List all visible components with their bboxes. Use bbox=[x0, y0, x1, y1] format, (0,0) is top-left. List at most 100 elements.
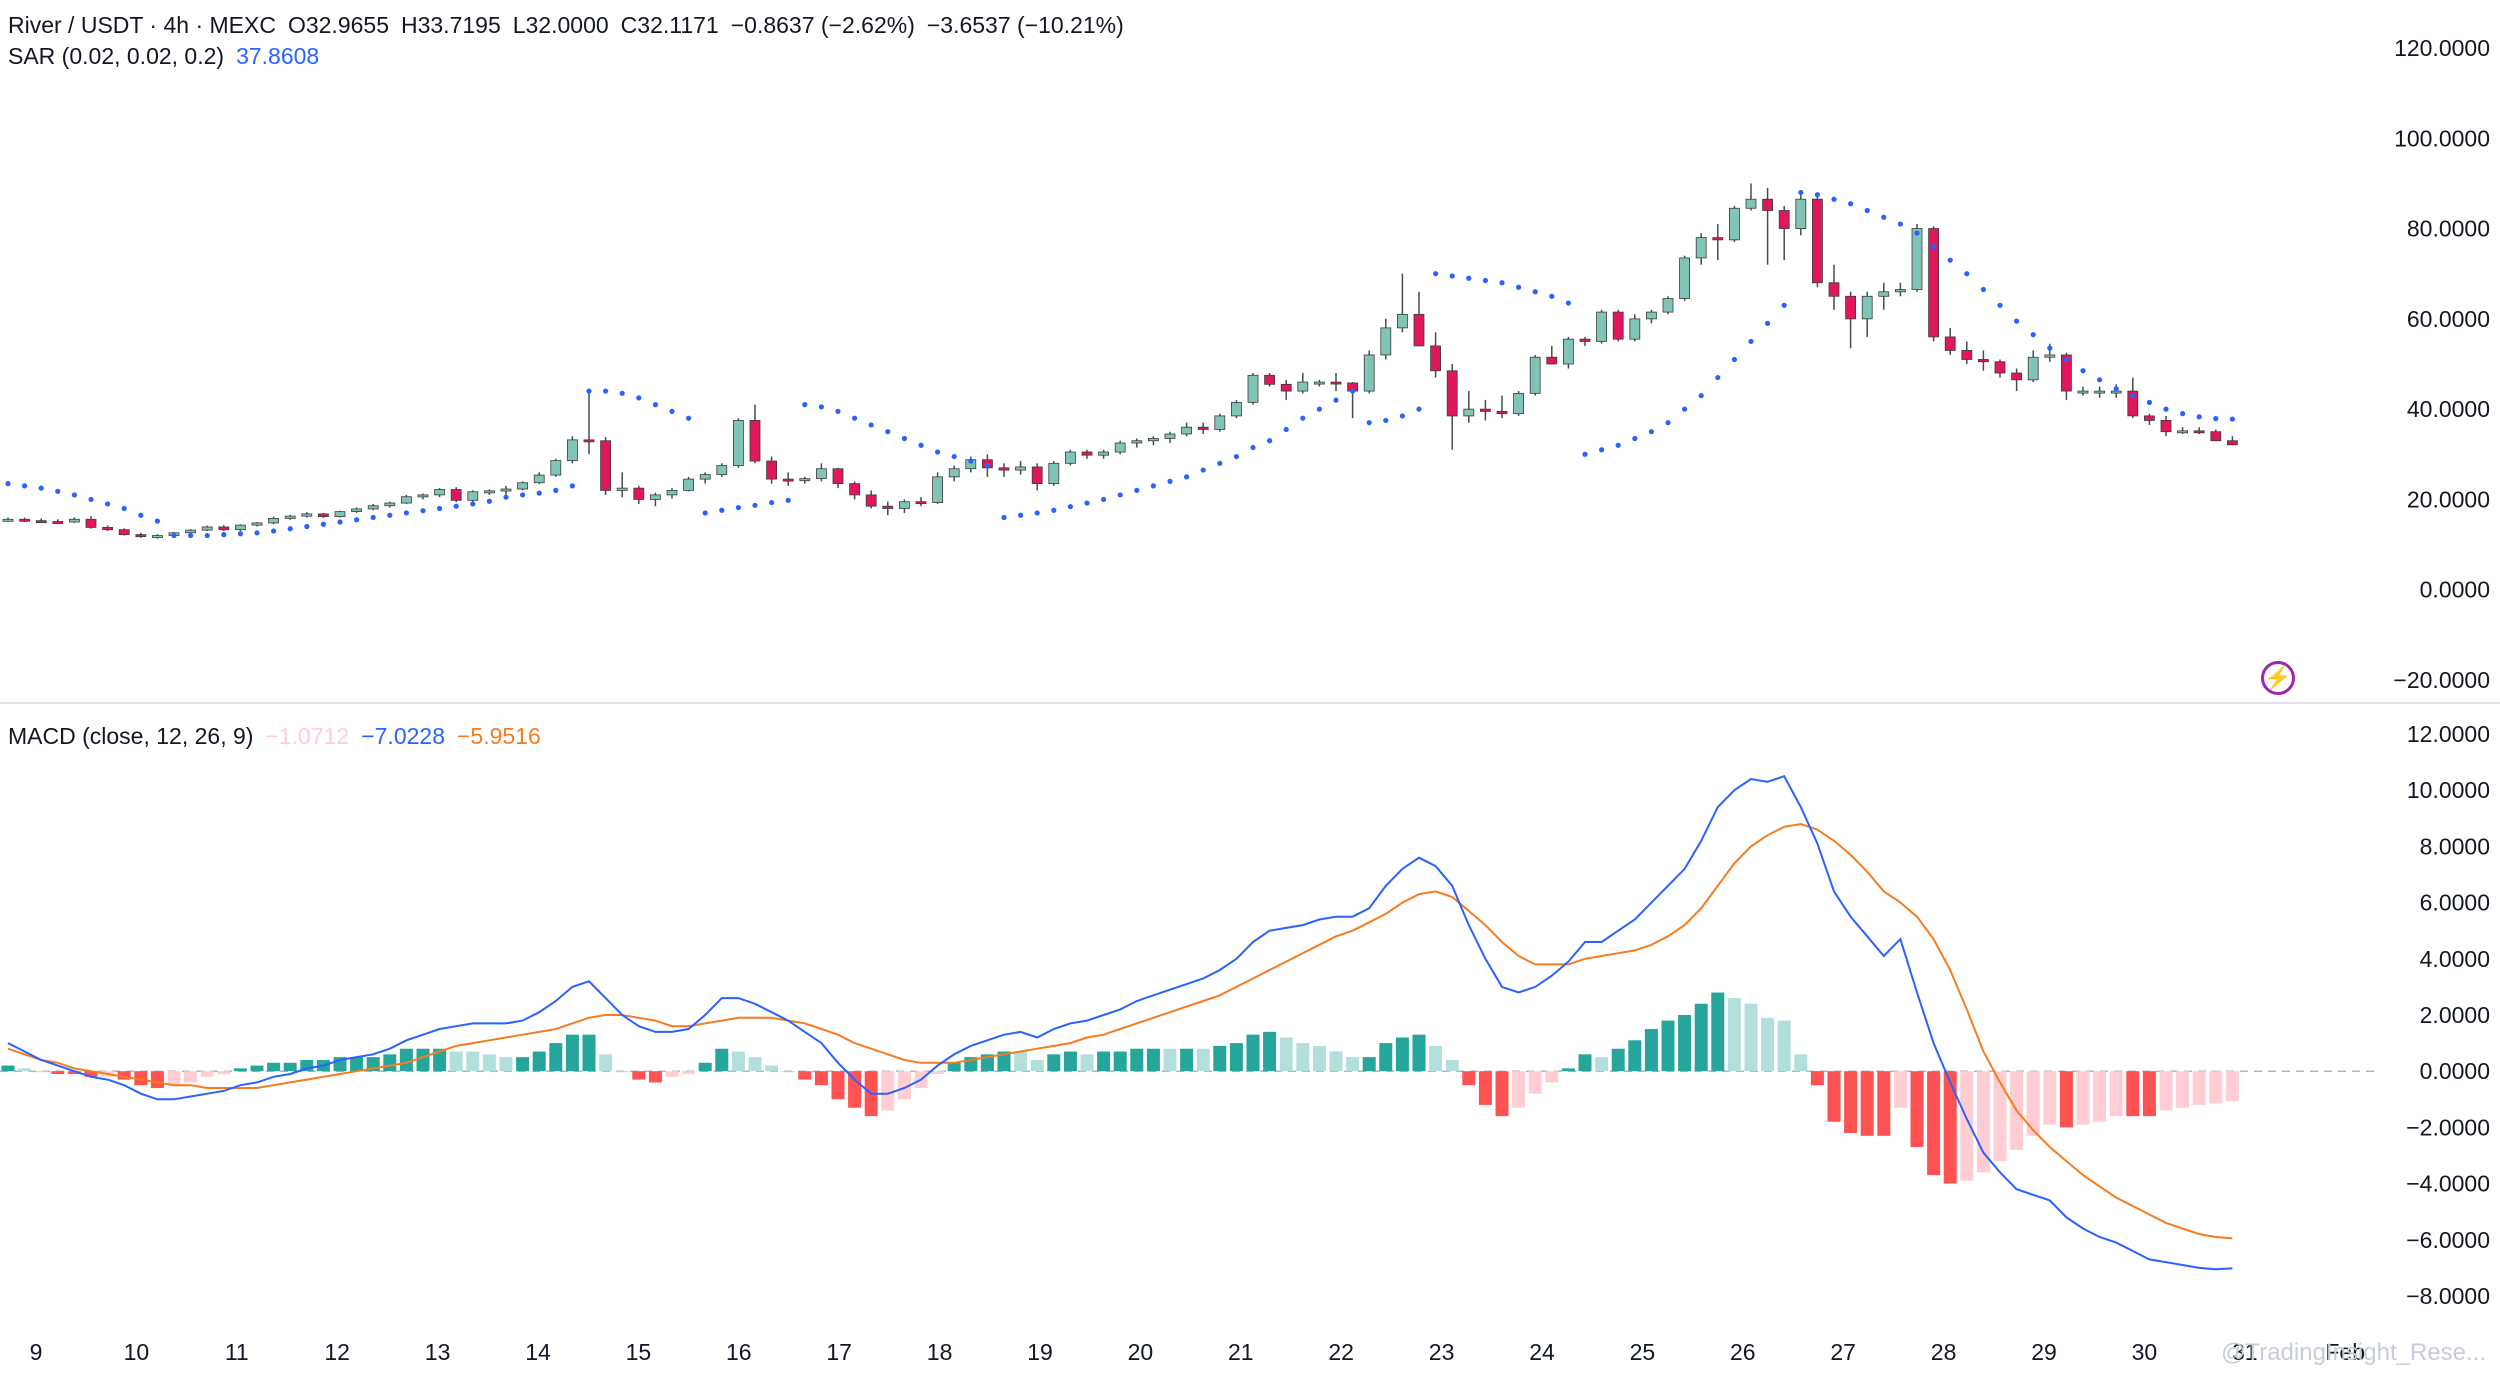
candle-body bbox=[1114, 442, 1126, 453]
sar-dot bbox=[2196, 414, 2202, 420]
macd-histogram-bar bbox=[1080, 1054, 1094, 1072]
sar-dot bbox=[785, 497, 791, 503]
candle-body bbox=[1928, 228, 1939, 338]
sar-dot bbox=[470, 501, 476, 507]
candle-up bbox=[1745, 183, 1757, 211]
candle-body bbox=[2143, 415, 2155, 421]
macd-histogram-bar bbox=[1030, 1059, 1044, 1072]
candle-body bbox=[1994, 361, 2006, 374]
candle-body bbox=[1762, 198, 1773, 211]
candle-down bbox=[19, 517, 31, 522]
macd-tick-label: 12.0000 bbox=[2407, 721, 2490, 747]
macd-histogram-bar bbox=[1462, 1071, 1476, 1086]
macd-histogram-bar bbox=[615, 1071, 629, 1073]
macd-histogram-bar bbox=[51, 1071, 65, 1074]
candle-body bbox=[1745, 198, 1757, 209]
candle-up bbox=[367, 503, 379, 511]
macd-histogram-bar bbox=[1362, 1057, 1376, 1072]
sar-dot bbox=[686, 415, 692, 421]
macd-histogram-bar bbox=[1229, 1043, 1243, 1072]
candle-body bbox=[1280, 383, 1292, 392]
lightning-icon[interactable]: ⚡ bbox=[2261, 661, 2295, 695]
macd-histogram-bar bbox=[1512, 1071, 1526, 1108]
sar-dot bbox=[1117, 492, 1123, 498]
candle-body bbox=[1197, 426, 1209, 430]
candle-up bbox=[1363, 350, 1375, 394]
sar-dot bbox=[2146, 399, 2152, 405]
candle-body bbox=[52, 521, 64, 524]
macd-axis[interactable]: 12.0000 10.0000 8.0000 6.0000 4.0000 2.0000 0.… bbox=[2406, 721, 2490, 1309]
sar-dot bbox=[702, 510, 708, 516]
sar-dot bbox=[1449, 273, 1455, 279]
candle-down bbox=[1579, 336, 1591, 346]
sar-dot bbox=[968, 458, 974, 464]
macd-histogram-bar bbox=[1810, 1071, 1824, 1086]
candle-body bbox=[1413, 313, 1425, 347]
candle-down bbox=[600, 437, 611, 495]
macd-histogram-bar bbox=[300, 1059, 314, 1072]
main-legend: River / USDT · 4h · MEXC O32.9655 H33.7195… bbox=[8, 14, 1136, 37]
sar-dot bbox=[437, 505, 443, 512]
price-axis[interactable]: 120.0000 100.0000 80.0000 60.0000 40.0000 20.… bbox=[2393, 35, 2490, 693]
sar-dot bbox=[370, 514, 376, 521]
candle-body bbox=[865, 494, 877, 507]
candle-body bbox=[1563, 338, 1574, 365]
sar-dot bbox=[1482, 277, 1488, 284]
sar-dot bbox=[2213, 416, 2219, 422]
candle-up bbox=[2177, 427, 2189, 434]
sar-dot bbox=[802, 402, 808, 408]
macd-label[interactable]: MACD (close, 12, 26, 9) bbox=[8, 723, 254, 749]
sar-label[interactable]: SAR (0.02, 0.02, 0.2) bbox=[8, 43, 225, 69]
candle-up bbox=[1629, 314, 1641, 342]
macd-histogram-bar bbox=[2093, 1071, 2107, 1122]
candle-down bbox=[865, 490, 877, 509]
candle-body bbox=[1314, 381, 1325, 385]
time-tick-label: 28 bbox=[1931, 1339, 1957, 1365]
candle-body bbox=[766, 460, 777, 480]
macd-histogram-bar bbox=[2176, 1071, 2190, 1108]
time-tick-label: 23 bbox=[1429, 1339, 1455, 1365]
macd-histogram-bar bbox=[1213, 1045, 1227, 1072]
sar-dot bbox=[1333, 397, 1339, 403]
macd-histogram-bar bbox=[997, 1051, 1011, 1072]
candle-down bbox=[766, 456, 777, 484]
candle-down bbox=[1712, 224, 1724, 261]
symbol-label[interactable]: River / USDT · 4h · MEXC bbox=[8, 12, 276, 38]
time-axis[interactable]: 9 10 11 12 13 14 15 16 17 18 19 20 21 22 23 24 25 26 27 28 2… bbox=[30, 1339, 2365, 1365]
sar-dot bbox=[1051, 507, 1057, 513]
time-tick-label: 10 bbox=[124, 1339, 150, 1365]
candle-down bbox=[1264, 373, 1275, 387]
sar-dot bbox=[2097, 377, 2103, 383]
candle-up bbox=[2027, 350, 2039, 383]
candle-down bbox=[998, 463, 1010, 477]
candle-down bbox=[1347, 382, 1358, 419]
candle-body bbox=[517, 482, 528, 490]
macd-histogram-bar bbox=[1296, 1043, 1310, 1072]
candle-up bbox=[2094, 386, 2106, 398]
candle-body bbox=[85, 518, 97, 528]
macd-histogram-bar bbox=[1445, 1059, 1459, 1072]
candle-body bbox=[998, 467, 1010, 471]
candle-body bbox=[2193, 430, 2205, 434]
candle-up bbox=[2, 517, 14, 522]
candle-down bbox=[849, 481, 860, 500]
macd-histogram-bar bbox=[1395, 1037, 1409, 1072]
sar-dot bbox=[2063, 356, 2069, 363]
macd-line-value: −7.0228 bbox=[361, 723, 445, 749]
sar-dot bbox=[254, 530, 260, 536]
candle-body bbox=[1380, 327, 1392, 356]
sar-dot bbox=[669, 408, 675, 414]
candle-body bbox=[1513, 392, 1524, 415]
sar-dot bbox=[1167, 478, 1173, 484]
time-tick-label: 12 bbox=[324, 1339, 350, 1365]
sar-dot bbox=[387, 512, 393, 518]
sar-dot bbox=[1101, 496, 1107, 503]
macd-histogram-bar bbox=[2076, 1071, 2090, 1125]
candle-up bbox=[201, 525, 213, 532]
candle-body bbox=[1596, 311, 1607, 342]
candle-body bbox=[567, 439, 578, 462]
macd-histogram-bar bbox=[250, 1065, 264, 1072]
candle-down bbox=[2210, 429, 2222, 442]
price-tick-label: 40.0000 bbox=[2407, 396, 2490, 422]
